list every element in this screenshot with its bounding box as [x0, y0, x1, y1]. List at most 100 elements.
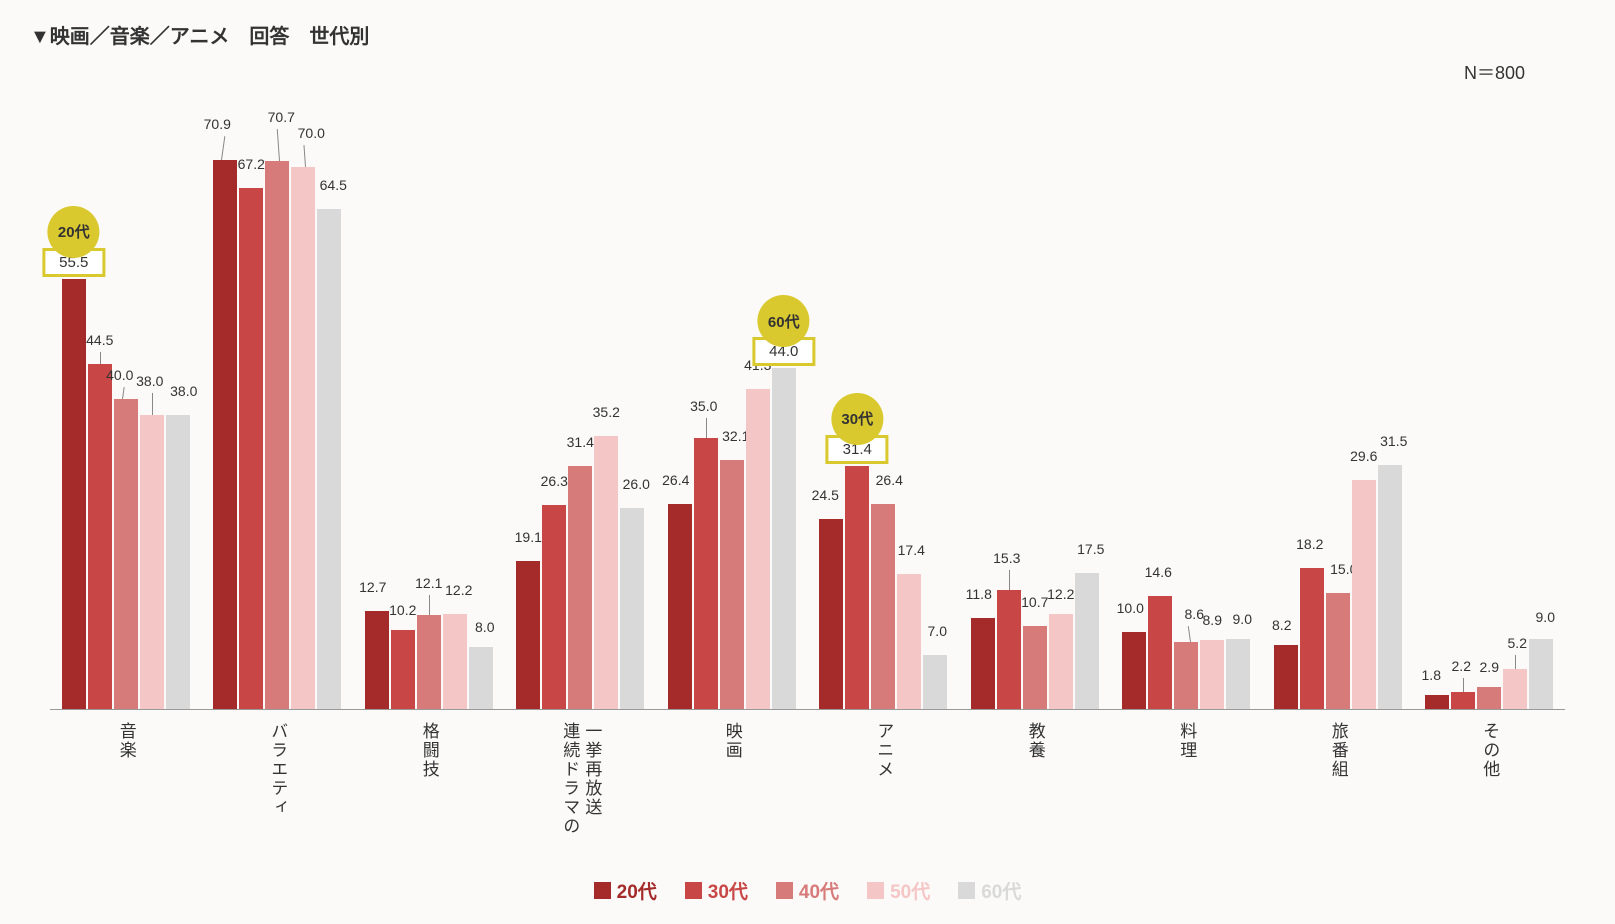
bar-value-label: 8.0: [475, 619, 494, 635]
category-label: 教養: [1024, 722, 1046, 760]
bar-wrap: 2.2: [1451, 692, 1475, 709]
bar-wrap: 9.0: [1226, 639, 1250, 709]
legend-item: 30代: [685, 877, 748, 904]
bar-value-label: 19.1: [515, 529, 542, 545]
bar-wrap: 11.8: [971, 618, 995, 709]
legend-label: 30代: [708, 877, 748, 904]
bar-wrap: 30代31.4: [845, 466, 869, 709]
bar-value-label: 12.2: [445, 582, 472, 598]
bar: [772, 368, 796, 709]
callout: 20代55.5: [42, 206, 105, 277]
bar-group: 1.82.22.95.29.0: [1425, 639, 1553, 709]
bar-wrap: 67.2: [239, 188, 263, 709]
bar-wrap: 10.7: [1023, 626, 1047, 709]
bar-value-label: 7.0: [928, 623, 947, 639]
bar-value-label: 12.7: [359, 579, 386, 595]
bar-value-label: 10.2: [389, 602, 416, 618]
bar-wrap: 12.2: [443, 614, 467, 709]
bar-value-label: 26.4: [876, 472, 903, 488]
legend-label: 40代: [799, 877, 839, 904]
bar: [213, 160, 237, 709]
category-label: 一挙再放送連続ドラマの: [558, 722, 602, 836]
bar-value-label: 17.5: [1077, 541, 1104, 557]
bar: [1451, 692, 1475, 709]
bar-wrap: 26.3: [542, 505, 566, 709]
legend-swatch: [776, 882, 793, 899]
bar-value-label: 26.0: [623, 476, 650, 492]
legend-item: 20代: [594, 877, 657, 904]
bar-value-label: 26.3: [541, 473, 568, 489]
bar: [620, 508, 644, 710]
bar: [1226, 639, 1250, 709]
leader-line: [429, 595, 430, 615]
bar-group: 12.710.212.112.28.0: [365, 611, 493, 709]
bar-wrap: 15.0: [1326, 593, 1350, 709]
chart-plot-area: 20代55.544.540.038.038.070.967.270.770.06…: [50, 90, 1565, 710]
bar-wrap: 24.5: [819, 519, 843, 709]
bar-wrap: 14.6: [1148, 596, 1172, 709]
bar-wrap: 8.6: [1174, 642, 1198, 709]
bar-group: 8.218.215.029.631.5: [1274, 465, 1402, 709]
bar-wrap: 29.6: [1352, 480, 1376, 709]
bar-value-label: 15.3: [993, 550, 1020, 566]
bar-wrap: 8.2: [1274, 645, 1298, 709]
bar-value-label: 8.2: [1272, 617, 1291, 633]
bar: [1023, 626, 1047, 709]
callout: 30代31.4: [826, 393, 889, 464]
bar-value-label: 31.5: [1380, 433, 1407, 449]
category-label: 映画: [721, 722, 743, 760]
bar-value-label: 8.9: [1203, 612, 1222, 628]
bar-wrap: 70.9: [213, 160, 237, 709]
bar-value-label: 9.0: [1536, 609, 1555, 625]
bar-value-label: 14.6: [1145, 564, 1172, 580]
bar: [1326, 593, 1350, 709]
bar: [1300, 568, 1324, 709]
bar-value-label: 8.6: [1185, 606, 1204, 622]
bar: [88, 364, 112, 709]
bar-wrap: 35.2: [594, 436, 618, 709]
bar: [166, 415, 190, 710]
bar: [1425, 695, 1449, 709]
bar: [1477, 687, 1501, 709]
bar-wrap: 20代55.5: [62, 279, 86, 709]
bar-wrap: 8.9: [1200, 640, 1224, 709]
category-label: 格闘技: [418, 722, 440, 779]
legend-swatch: [594, 882, 611, 899]
legend-item: 50代: [867, 877, 930, 904]
bar: [140, 415, 164, 710]
bar-wrap: 70.7: [265, 161, 289, 709]
bar-value-label: 70.0: [298, 125, 325, 141]
bar-wrap: 5.2: [1503, 669, 1527, 709]
bar-wrap: 40.0: [114, 399, 138, 709]
legend-label: 20代: [617, 877, 657, 904]
bar-wrap: 41.3: [746, 389, 770, 709]
legend-swatch: [958, 882, 975, 899]
chart-title: ▼映画／音楽／アニメ 回答 世代別: [30, 20, 1585, 49]
category-label: 旅番組: [1327, 722, 1349, 779]
bar-wrap: 60代44.0: [772, 368, 796, 709]
callout-badge: 20代: [48, 206, 100, 258]
bar: [594, 436, 618, 709]
bar: [997, 590, 1021, 709]
bar-wrap: 17.4: [897, 574, 921, 709]
bar-value-label: 9.0: [1233, 611, 1252, 627]
bar: [516, 561, 540, 709]
bar-wrap: 15.3: [997, 590, 1021, 709]
bar-wrap: 26.4: [668, 504, 692, 709]
bar: [265, 161, 289, 709]
callout-badge: 60代: [758, 295, 810, 347]
legend-item: 40代: [776, 877, 839, 904]
bar-wrap: 32.1: [720, 460, 744, 709]
bar: [819, 519, 843, 709]
bar-value-label: 17.4: [898, 542, 925, 558]
bar-wrap: 17.5: [1075, 573, 1099, 709]
bar-wrap: 12.1: [417, 615, 441, 709]
bar: [469, 647, 493, 709]
x-axis-labels: 音楽バラエティ格闘技一挙再放送連続ドラマの映画アニメ教養料理旅番組その他: [50, 722, 1565, 862]
bar-value-label: 35.0: [690, 398, 717, 414]
bar-value-label: 1.8: [1422, 667, 1441, 683]
bar-group: 19.126.331.435.226.0: [516, 436, 644, 709]
bar: [897, 574, 921, 709]
bar-value-label: 38.0: [136, 373, 163, 389]
bar: [239, 188, 263, 709]
